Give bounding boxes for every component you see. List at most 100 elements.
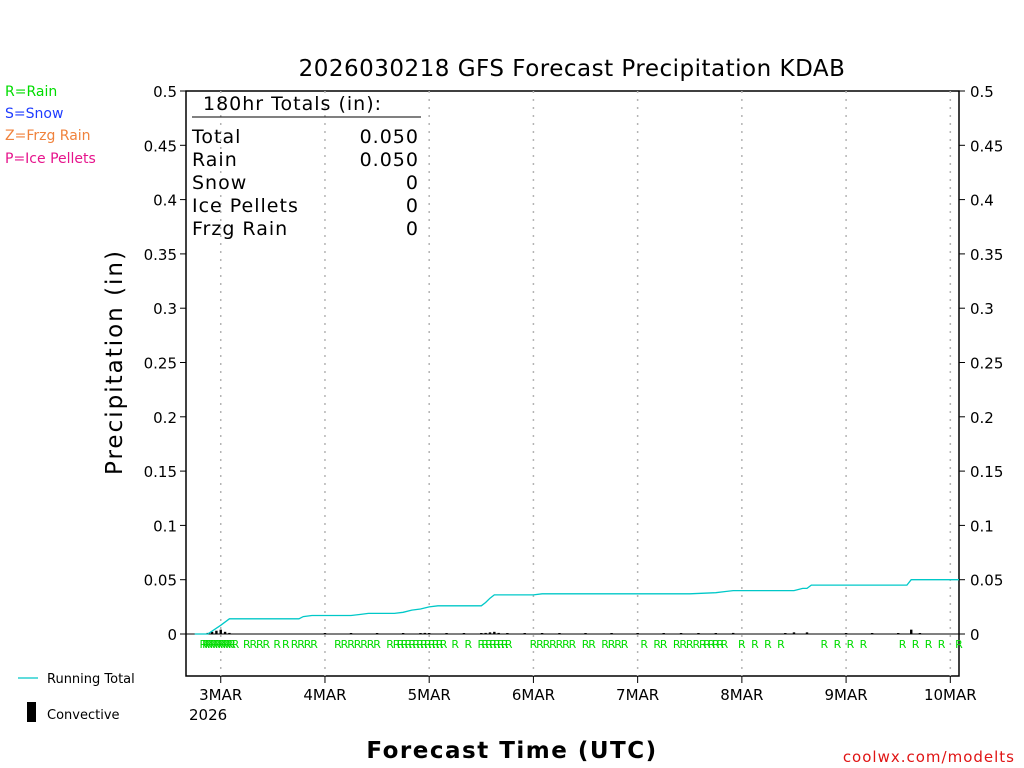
totals-header: 180hr Totals (in): [203, 93, 382, 115]
convective-legend-label: Convective [47, 708, 120, 723]
convective-bar [910, 629, 913, 634]
rain-mark: R [481, 638, 489, 651]
x-axis: 3MAR 4MAR 5MAR 6MAR 7MAR 8MAR 9MAR 10MAR [199, 676, 977, 704]
convective-bar [784, 633, 787, 634]
rain-mark: R [432, 638, 440, 651]
rain-mark: R [569, 638, 577, 651]
rain-mark: R [764, 638, 772, 651]
x-tick-label: 9MAR [825, 686, 868, 704]
x-tick-label: 3MAR [199, 686, 242, 704]
rain-mark: R [393, 638, 401, 651]
y-axis-right: 0 0.05 0.1 0.15 0.2 0.25 0.3 0.35 0.4 0.45 0.5 [959, 83, 1003, 644]
y-tick-label-left: 0.2 [153, 409, 177, 427]
y-tick-label-right: 0.3 [970, 300, 994, 318]
y-tick-label-left: 0.25 [144, 355, 177, 373]
rain-mark: R [424, 638, 432, 651]
legend-freezing-rain: Z=Frzg Rain [5, 128, 91, 144]
year-label: 2026 [189, 706, 227, 724]
rain-mark: R [341, 638, 349, 651]
rain-mark: R [205, 638, 213, 651]
convective-bar [419, 633, 422, 634]
rain-mark: R [334, 638, 342, 651]
rain-mark: R [386, 638, 394, 651]
rain-mark: R [405, 638, 413, 651]
rain-mark: R [601, 638, 609, 651]
convective-bar [584, 633, 587, 634]
rain-mark: R [703, 638, 711, 651]
convective-bar [506, 633, 509, 634]
rain-mark: R [408, 638, 416, 651]
y-tick-label-left: 0.5 [153, 83, 177, 101]
y-tick-label-left: 0.45 [144, 137, 177, 155]
x-tick-label: 7MAR [616, 686, 659, 704]
rain-mark: R [716, 638, 724, 651]
rain-mark: R [412, 638, 420, 651]
convective-bar [423, 632, 427, 634]
convective-legend-swatch [27, 702, 36, 722]
rain-mark: R [621, 638, 629, 651]
rain-mark: R [712, 638, 720, 651]
convective-bar [215, 630, 218, 634]
x-tick-label: 6MAR [512, 686, 555, 704]
legend-rain: R=Rain [5, 84, 57, 100]
y-tick-label-left: 0.35 [144, 246, 177, 264]
rain-mark: R [282, 638, 290, 651]
convective-bar [918, 633, 922, 634]
convective-bar [427, 633, 431, 634]
running-total-series [194, 579, 959, 635]
y-tick-label-right: 0.15 [970, 463, 1003, 481]
y-tick-label-left: 0.05 [144, 572, 177, 590]
convective-bar [697, 633, 700, 634]
rain-mark: R [218, 638, 226, 651]
vertical-gridlines [219, 91, 952, 676]
x-tick-label: 4MAR [303, 686, 346, 704]
rain-mark: R [464, 638, 472, 651]
rain-mark: R [420, 638, 428, 651]
rain-mark: R [834, 638, 842, 651]
rain-mark: R [223, 638, 231, 651]
rain-mark: R [699, 638, 707, 651]
rain-mark: R [401, 638, 409, 651]
rain-mark: R [428, 638, 436, 651]
convective-bar [228, 632, 231, 634]
rain-mark: R [556, 638, 564, 651]
rain-mark: R [562, 638, 570, 651]
rain-mark: R [360, 638, 368, 651]
y-tick-label-left: 0.3 [153, 300, 177, 318]
rain-mark: R [912, 638, 920, 651]
rain-mark: R [489, 638, 497, 651]
convective-bar [445, 633, 448, 634]
totals-row-value: 0.050 [360, 126, 419, 148]
y-tick-label-left: 0.4 [153, 192, 177, 210]
rain-mark: R [738, 638, 746, 651]
convective-bar [731, 632, 735, 634]
y-tick-label-right: 0 [970, 626, 980, 644]
y-tick-label-right: 0.1 [970, 517, 994, 535]
convective-bar [792, 632, 796, 634]
convective-bar [219, 629, 222, 634]
convective-bar [540, 633, 544, 634]
rain-mark: R [436, 638, 444, 651]
rain-mark: R [899, 638, 907, 651]
convective-bar [870, 633, 874, 634]
rain-mark: R [477, 638, 485, 651]
convective-bars [206, 629, 922, 634]
convective-bar [349, 633, 353, 634]
rain-mark: R [660, 638, 668, 651]
rain-mark: R [640, 638, 648, 651]
totals-row-label: Frzg Rain [192, 218, 288, 240]
rain-mark: R [304, 638, 312, 651]
rain-mark: R [354, 638, 362, 651]
convective-bar [805, 632, 809, 634]
totals-row-value: 0 [406, 195, 419, 217]
rain-mark: R [213, 638, 221, 651]
rain-mark: R [256, 638, 264, 651]
convective-bar [488, 632, 492, 634]
rain-mark: R [777, 638, 785, 651]
rain-mark: R [708, 638, 716, 651]
totals-row-label: Ice Pellets [192, 195, 299, 217]
rain-mark: R [497, 638, 505, 651]
rain-mark: R [588, 638, 596, 651]
rain-mark: R [243, 638, 251, 651]
